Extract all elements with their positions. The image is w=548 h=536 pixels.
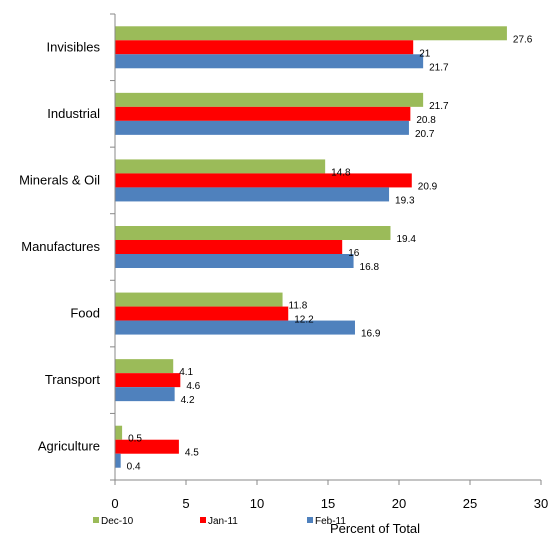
value-labels-group: 27.6 21 21.7 21.7 20.8 20.7 14.8 20.919.3 19.4 16… xyxy=(127,34,533,472)
bar xyxy=(115,439,179,454)
bar xyxy=(115,254,354,268)
x-tick-label: 30 xyxy=(534,496,548,511)
data-label: 27.6 xyxy=(513,34,533,45)
bar xyxy=(115,173,412,188)
category-label: Invisibles xyxy=(47,39,101,54)
bar xyxy=(115,292,283,307)
data-label: 0.5 xyxy=(128,434,142,445)
bar xyxy=(115,120,409,135)
x-tick-label: 10 xyxy=(250,496,264,511)
bar xyxy=(115,453,121,468)
data-label: 0.4 xyxy=(127,462,141,473)
data-label: 12.2 xyxy=(294,315,314,326)
data-label: 4.5 xyxy=(185,448,199,459)
bar xyxy=(115,187,390,202)
data-label: 19.3 xyxy=(395,195,415,206)
data-label: 16.8 xyxy=(360,262,380,273)
bar xyxy=(115,92,424,107)
bar xyxy=(115,387,175,402)
data-label: 19.4 xyxy=(396,234,416,245)
category-label: Minerals & Oil xyxy=(19,172,100,187)
category-label: Industrial xyxy=(47,106,100,121)
bar xyxy=(115,373,181,388)
bar xyxy=(115,159,326,174)
legend-label: Jan-11 xyxy=(208,516,238,527)
legend-swatch xyxy=(307,517,313,523)
bar xyxy=(115,306,289,321)
x-axis-title: Percent of Total xyxy=(330,521,420,536)
legend-swatch xyxy=(200,517,206,523)
data-label: 11.8 xyxy=(289,301,308,312)
x-tick-label: 0 xyxy=(111,496,118,511)
x-ticks-group: 0 5 10 15 20 25 30 xyxy=(111,480,548,511)
legend: Dec-10 Jan-11 Feb-11 xyxy=(93,516,346,527)
data-label: 14.8 xyxy=(331,167,351,178)
bar xyxy=(115,226,391,240)
bar xyxy=(115,40,414,55)
legend-label: Feb-11 xyxy=(315,516,346,527)
data-label: 21.7 xyxy=(429,101,449,112)
data-label: 4.1 xyxy=(179,367,193,378)
bar xyxy=(115,240,343,254)
data-label: 21 xyxy=(419,48,431,59)
bar xyxy=(115,54,424,69)
bars-group xyxy=(115,26,507,468)
bar xyxy=(115,320,355,335)
data-label: 20.7 xyxy=(415,129,435,140)
category-label: Manufactures xyxy=(21,239,100,254)
category-label: Transport xyxy=(45,372,101,387)
x-tick-label: 25 xyxy=(463,496,477,511)
bar xyxy=(115,425,123,440)
legend-label: Dec-10 xyxy=(101,516,134,527)
category-label: Food xyxy=(70,306,100,321)
data-label: 16.9 xyxy=(361,329,381,340)
data-label: 20.9 xyxy=(418,181,438,192)
legend-swatch xyxy=(93,517,99,523)
category-label: Agriculture xyxy=(38,439,100,454)
x-tick-label: 20 xyxy=(392,496,406,511)
data-label: 20.8 xyxy=(416,115,436,126)
x-tick-label: 15 xyxy=(321,496,335,511)
bar xyxy=(115,26,507,41)
category-labels-group: Invisibles Industrial Minerals & Oil Manufa… xyxy=(19,39,100,453)
bar xyxy=(115,359,174,374)
data-label: 16 xyxy=(348,248,360,259)
data-label: 21.7 xyxy=(429,62,449,73)
data-label: 4.6 xyxy=(186,381,200,392)
x-tick-label: 5 xyxy=(182,496,189,511)
data-label: 4.2 xyxy=(181,395,195,406)
bar xyxy=(115,106,411,121)
